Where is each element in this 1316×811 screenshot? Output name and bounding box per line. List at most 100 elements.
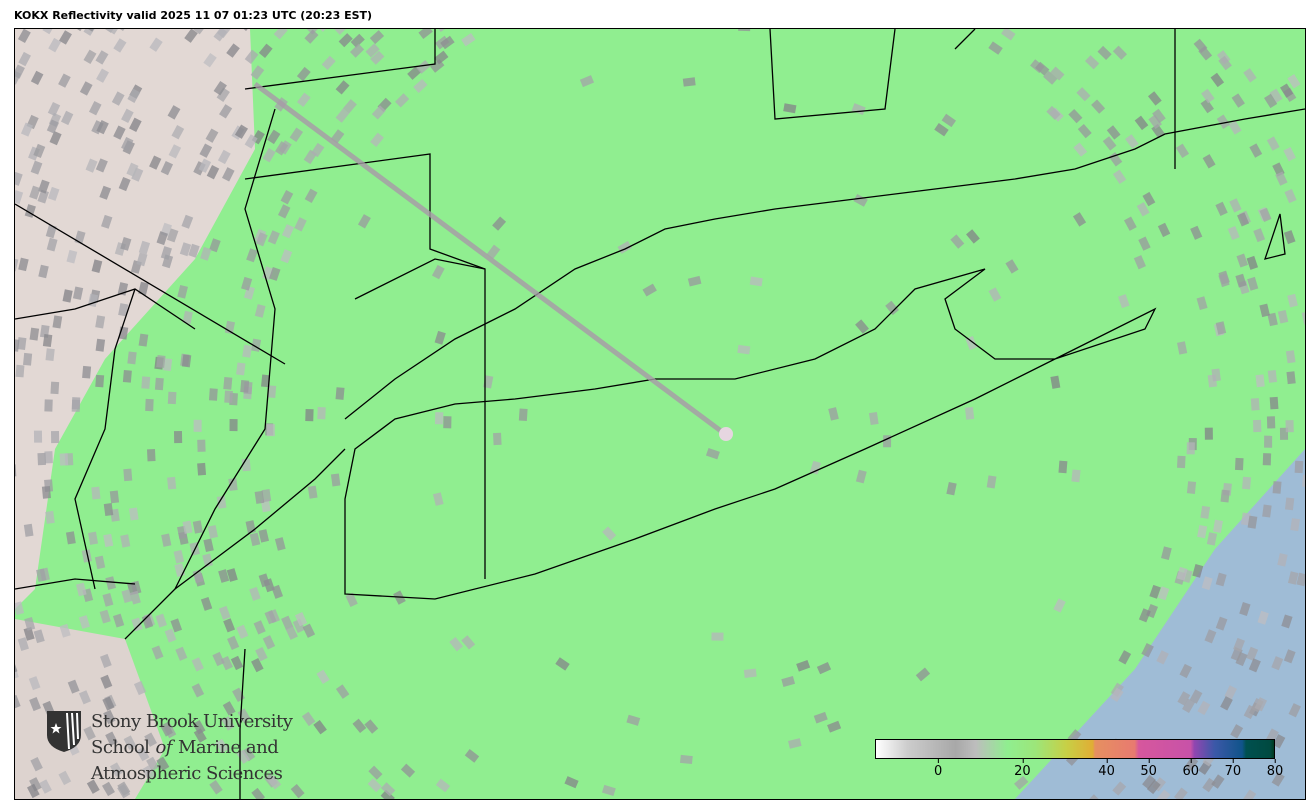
logo-line-3: Atmospheric Sciences [91, 763, 283, 784]
sbu-logo: Stony Brook University School of Marine … [45, 709, 293, 787]
noise-cell [179, 242, 192, 257]
noise-cell [170, 618, 183, 633]
noise-cell [1248, 658, 1261, 673]
noise-cell [280, 249, 293, 264]
noise-cell [1186, 481, 1197, 494]
noise-cell [1286, 371, 1296, 385]
noise-cell [223, 377, 233, 390]
noise-cell [49, 131, 62, 146]
noise-cell [321, 55, 336, 70]
noise-cell [209, 238, 221, 253]
noise-cell [218, 569, 230, 583]
colorbar-tick: 70 [1224, 759, 1242, 779]
noise-cell [100, 674, 113, 689]
noise-cell [1211, 368, 1221, 382]
noise-cell [44, 399, 53, 412]
noise-cell [94, 555, 106, 570]
noise-cell [868, 411, 879, 425]
state-line-6 [954, 29, 1176, 169]
noise-cell [241, 276, 253, 291]
noise-cell [123, 735, 137, 750]
noise-cell [1215, 572, 1227, 587]
noise-cell [431, 264, 445, 280]
noise-cell [1152, 108, 1166, 124]
noise-cell [171, 125, 185, 140]
noise-cell [1196, 296, 1208, 311]
noise-cell [275, 141, 289, 156]
noise-cell [206, 165, 220, 180]
noise-cell [1198, 46, 1213, 61]
noise-cell [242, 344, 253, 358]
noise-cell [1253, 419, 1262, 433]
noise-cell [200, 246, 212, 261]
noise-cell [313, 719, 327, 735]
noise-cell [335, 684, 350, 699]
noise-cell [29, 327, 40, 341]
noise-cell [36, 568, 47, 582]
noise-cell [253, 620, 266, 635]
noise-cell [175, 646, 188, 661]
noise-cell [138, 281, 149, 296]
noise-cell [1218, 273, 1230, 288]
noise-cell [853, 193, 868, 207]
colorbar-tick: 0 [934, 759, 943, 779]
noise-cell [48, 37, 62, 53]
noise-cell [1247, 515, 1258, 529]
noise-cell [104, 29, 118, 33]
noise-cell [1269, 88, 1283, 104]
noise-cell [45, 348, 55, 362]
noise-cell [461, 635, 476, 650]
noise-cell [133, 680, 147, 696]
noise-cell [285, 625, 298, 640]
noise-cell [1287, 74, 1301, 89]
noise-cell [317, 29, 332, 32]
noise-cell [58, 30, 72, 45]
noise-cell [249, 532, 261, 547]
noise-cell [1285, 420, 1294, 433]
noise-cell [682, 77, 696, 87]
noise-cell [267, 385, 277, 398]
noise-cell [1157, 586, 1170, 601]
noise-cell [1240, 512, 1251, 526]
noise-cell [1202, 154, 1216, 169]
noise-cell [370, 132, 384, 147]
noise-cell [88, 101, 102, 116]
noise-cell [317, 407, 326, 420]
noise-cell [193, 728, 207, 743]
noise-cell [216, 87, 230, 102]
noise-cell [1182, 698, 1195, 713]
noise-cell [743, 668, 757, 678]
noise-cell [274, 537, 286, 551]
noise-cell [103, 533, 114, 548]
noise-cell [168, 144, 182, 159]
noise-cell [197, 439, 206, 452]
noise-cell [213, 80, 227, 96]
colorbar-tick: 60 [1182, 759, 1200, 779]
noise-cell [146, 448, 156, 462]
noise-cell [66, 249, 78, 264]
noise-cell [1253, 228, 1266, 243]
noise-cell [181, 214, 194, 229]
noise-cell [1197, 700, 1211, 716]
noise-cell [58, 770, 72, 786]
noise-cell [1284, 188, 1297, 204]
noise-cell [1218, 55, 1232, 71]
noise-cell [29, 777, 42, 792]
noise-cell [221, 716, 235, 731]
noise-cell [267, 129, 281, 145]
noise-cell [91, 259, 103, 273]
radar-map[interactable]: Stony Brook University School of Marine … [14, 28, 1306, 800]
county-line-3 [15, 288, 196, 330]
noise-cell [280, 190, 294, 205]
noise-cell [177, 284, 188, 299]
noise-cell [103, 503, 114, 516]
noise-cell [255, 232, 268, 247]
noise-cell [23, 627, 35, 641]
noise-cell [164, 628, 177, 643]
noise-cell [796, 659, 811, 672]
noise-cell [1076, 87, 1091, 102]
noise-cell [95, 338, 106, 352]
noise-cell [1136, 202, 1150, 217]
noise-cell [208, 388, 218, 401]
noise-cell [1287, 293, 1298, 308]
